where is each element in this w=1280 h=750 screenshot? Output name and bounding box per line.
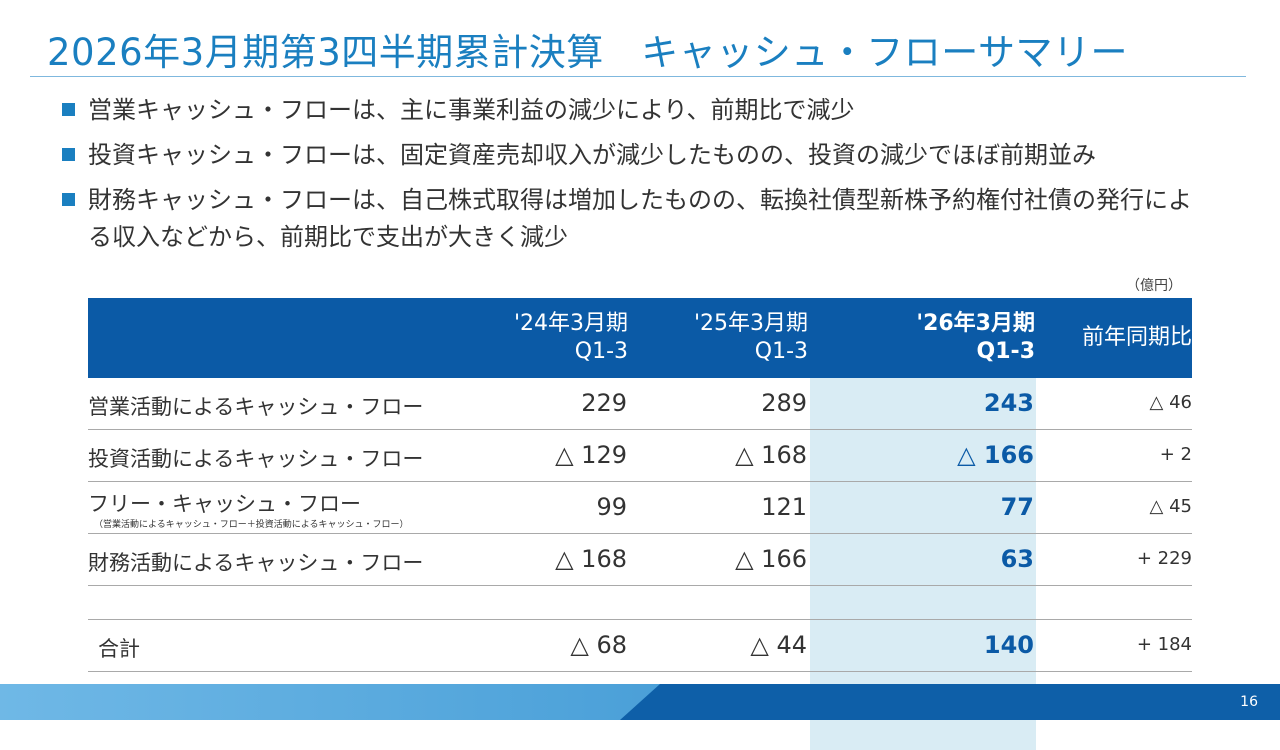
row-label: 投資活動によるキャッシュ・フロー (88, 447, 424, 471)
cell-fy26: 63 (1000, 545, 1034, 573)
header-fy24-quarter: Q1-3 (574, 339, 628, 364)
row-sublabel: （営業活動によるキャッシュ・フロー＋投資活動によるキャッシュ・フロー） (94, 520, 409, 530)
cell-fy24: △ 168 (555, 545, 627, 573)
title-divider (30, 76, 1246, 77)
cell-fy24: 99 (596, 493, 627, 521)
header-fy24: '24年3月期 Q1-3 (430, 310, 628, 366)
footer-band (0, 684, 1280, 720)
cell-fy26: 77 (1000, 493, 1034, 521)
row-label: フリー・キャッシュ・フロー (88, 492, 361, 516)
header-fy25-quarter: Q1-3 (754, 339, 808, 364)
header-fy25-period: '25年3月期 (693, 311, 808, 336)
cell-fy25: 121 (761, 493, 807, 521)
row-label: 営業活動によるキャッシュ・フロー (88, 395, 424, 419)
cell-fy26: 243 (983, 389, 1034, 417)
cell-fy24: 229 (581, 389, 627, 417)
cash-flow-table: '24年3月期 Q1-3 '25年3月期 Q1-3 '26年3月期 Q1-3 前… (88, 298, 1192, 750)
row-label: 財務活動によるキャッシュ・フロー (88, 551, 424, 575)
cell-fy25: △ 44 (750, 631, 807, 659)
bullet-square-icon (62, 103, 75, 116)
cell-fy25: △ 166 (735, 545, 807, 573)
cell-fy26: 140 (983, 631, 1034, 659)
bullet-list: 営業キャッシュ・フローは、主に事業利益の減少により、前期比で減少 投資キャッシュ… (62, 92, 1212, 264)
table-row: 営業活動によるキャッシュ・フロー 229 289 243 △ 46 (88, 378, 1192, 430)
unit-label: （億円） (1126, 278, 1182, 294)
cell-yoy: △ 46 (1149, 392, 1192, 413)
footer-band-accent (620, 684, 1280, 720)
cell-yoy: + 229 (1136, 548, 1192, 569)
header-yoy: 前年同期比 (1081, 325, 1192, 350)
cell-yoy: + 2 (1159, 444, 1192, 465)
cell-fy26: △ 166 (957, 441, 1034, 469)
table-row: 財務活動によるキャッシュ・フロー △ 168 △ 166 63 + 229 (88, 534, 1192, 586)
table-spacer (88, 586, 1192, 620)
bullet-item: 投資キャッシュ・フローは、固定資産売却収入が減少したものの、投資の減少でほぼ前期… (62, 137, 1212, 174)
header-fy26-quarter: Q1-3 (976, 339, 1035, 364)
cell-fy25: △ 168 (735, 441, 807, 469)
bullet-item: 財務キャッシュ・フローは、自己株式取得は増加したものの、転換社債型新株予約権付社… (62, 182, 1212, 256)
cell-fy24: △ 68 (570, 631, 627, 659)
bullet-text: 営業キャッシュ・フローは、主に事業利益の減少により、前期比で減少 (88, 96, 855, 124)
bullet-square-icon (62, 148, 75, 161)
row-label-total: 合計 (98, 637, 140, 661)
cell-yoy: △ 45 (1149, 496, 1192, 517)
table-row-total: 合計 △ 68 △ 44 140 + 184 (88, 620, 1192, 672)
bullet-item: 営業キャッシュ・フローは、主に事業利益の減少により、前期比で減少 (62, 92, 1212, 129)
cell-fy25: 289 (761, 389, 807, 417)
table-header: '24年3月期 Q1-3 '25年3月期 Q1-3 '26年3月期 Q1-3 前… (88, 298, 1192, 378)
header-fy26-period: '26年3月期 (916, 311, 1035, 336)
bullet-text: 投資キャッシュ・フローは、固定資産売却収入が減少したものの、投資の減少でほぼ前期… (88, 141, 1096, 169)
header-fy26: '26年3月期 Q1-3 (810, 310, 1035, 366)
header-fy25: '25年3月期 Q1-3 (628, 310, 808, 366)
table-row: フリー・キャッシュ・フロー （営業活動によるキャッシュ・フロー＋投資活動によるキ… (88, 482, 1192, 534)
table-row: 投資活動によるキャッシュ・フロー △ 129 △ 168 △ 166 + 2 (88, 430, 1192, 482)
header-fy24-period: '24年3月期 (513, 311, 628, 336)
bullet-text: 財務キャッシュ・フローは、自己株式取得は増加したものの、転換社債型新株予約権付社… (88, 186, 1192, 251)
bullet-square-icon (62, 193, 75, 206)
page-number: 16 (1240, 694, 1258, 710)
cell-yoy: + 184 (1136, 634, 1192, 655)
page-title: 2026年3月期第3四半期累計決算 キャッシュ・フローサマリー (47, 31, 1129, 74)
cell-fy24: △ 129 (555, 441, 627, 469)
